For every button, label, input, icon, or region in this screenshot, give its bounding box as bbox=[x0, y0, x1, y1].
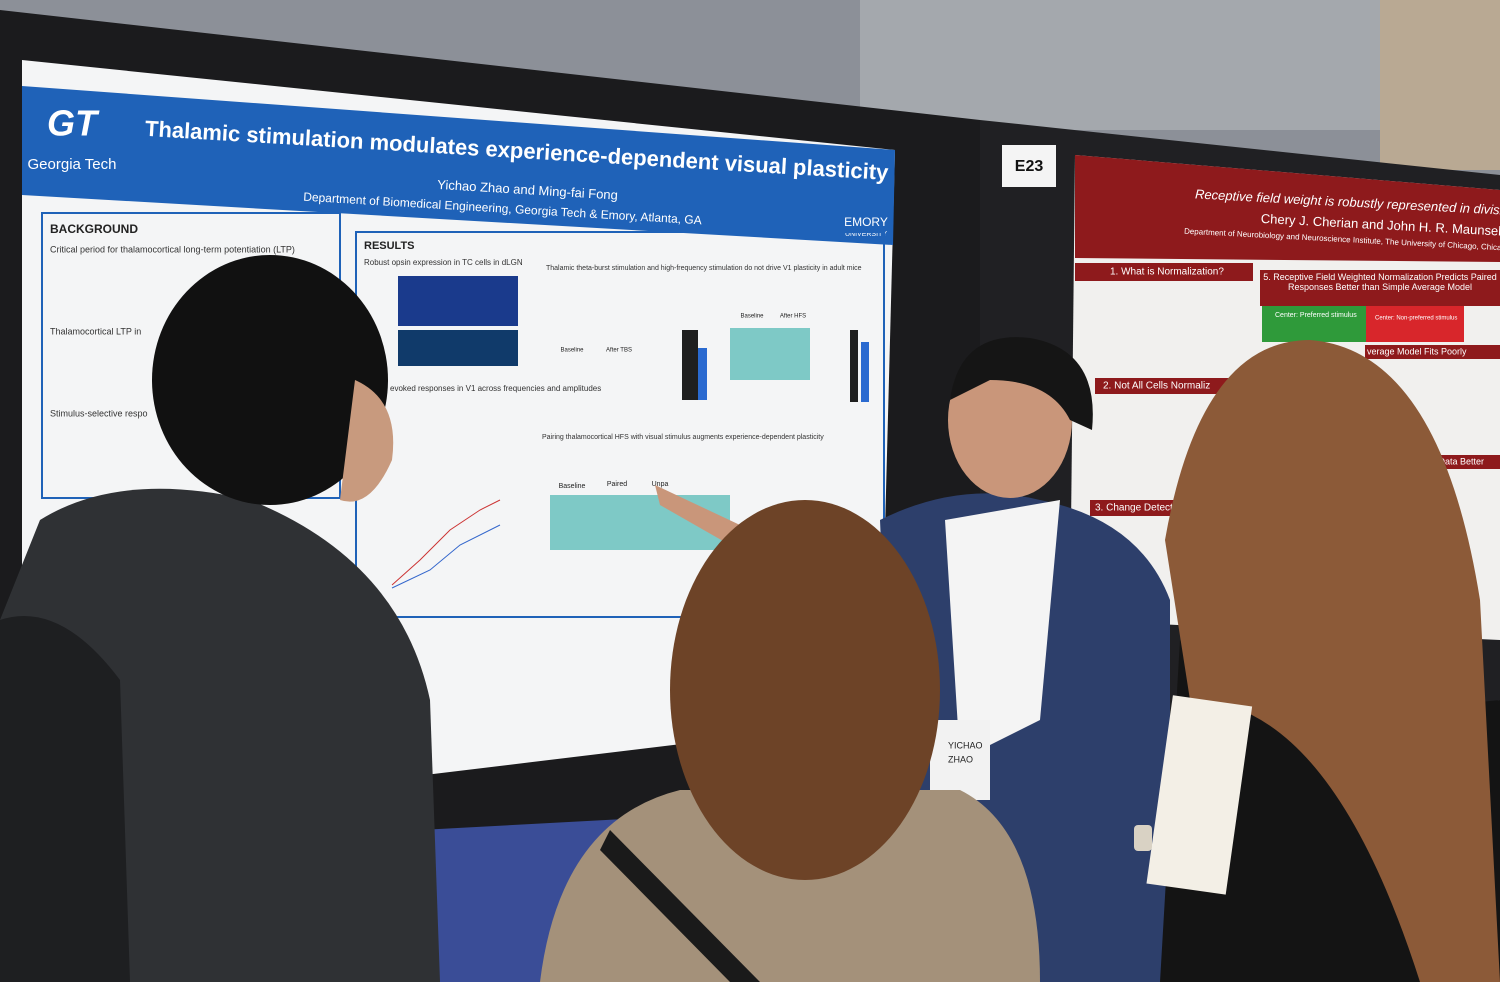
condition-label: Unpa bbox=[652, 481, 669, 488]
partner-sub: UNIVERSITY bbox=[845, 231, 887, 238]
bar-graphic bbox=[682, 330, 698, 400]
section-bar bbox=[1365, 345, 1500, 359]
section-bar bbox=[1075, 263, 1253, 281]
condition-label: Baseline bbox=[559, 483, 586, 490]
watch bbox=[1134, 825, 1152, 851]
attendee-coat bbox=[540, 790, 1040, 982]
microscopy-image bbox=[398, 330, 518, 366]
panel-caption: Stimulus-selective respo bbox=[50, 408, 148, 418]
label: Center: Preferred stimulus bbox=[1275, 312, 1357, 319]
section-heading: BACKGROUND bbox=[50, 222, 138, 236]
attendee-head bbox=[152, 255, 388, 505]
section-bar bbox=[1090, 500, 1180, 516]
column bbox=[1380, 0, 1500, 170]
panel-caption: Critical period for thalamocortical long… bbox=[50, 244, 295, 254]
bar-graphic bbox=[850, 330, 858, 402]
label: Center: Non-preferred stimulus bbox=[1375, 316, 1457, 322]
section-bar bbox=[1260, 270, 1500, 306]
booth-sign bbox=[1002, 145, 1056, 187]
bar-graphic bbox=[861, 342, 869, 402]
badge-name: ZHAO bbox=[948, 754, 973, 764]
curve bbox=[391, 524, 501, 589]
panel-caption: Robust opsin expression in TC cells in d… bbox=[364, 258, 523, 267]
bar-graphic bbox=[698, 348, 707, 400]
wall-panel bbox=[860, 0, 1380, 130]
section-heading: 3. Change Detection bbox=[1095, 503, 1186, 514]
condition-label: Baseline bbox=[740, 314, 764, 320]
presenter-shirt bbox=[945, 500, 1060, 760]
panel-caption: Thalamic theta-burst stimulation and hig… bbox=[546, 265, 862, 272]
curve bbox=[391, 499, 501, 586]
badge-name: YICHAO bbox=[948, 740, 983, 750]
condition-label: Baseline bbox=[560, 348, 584, 354]
section-heading: 2. Not All Cells Normaliz bbox=[1103, 381, 1210, 392]
partner-logo: EMORY bbox=[844, 215, 888, 229]
section-heading: 5. Receptive Field Weighted Normalizatio… bbox=[1263, 272, 1497, 292]
poster-header bbox=[22, 86, 895, 245]
booth-number: E23 bbox=[1015, 158, 1044, 175]
panel-caption: Pairing thalamocortical HFS with visual … bbox=[542, 434, 824, 441]
raster-plot bbox=[730, 328, 810, 380]
logo-name: Georgia Tech bbox=[28, 156, 117, 173]
section-bar bbox=[1095, 378, 1245, 394]
logo: GT bbox=[47, 103, 100, 144]
microscopy-image bbox=[398, 276, 518, 326]
label-box bbox=[1366, 306, 1464, 342]
panel-caption: Thalamocortical LTP in bbox=[50, 326, 141, 336]
section-heading: 1. What is Normalization? bbox=[1110, 267, 1224, 278]
label: el Fits Data Better bbox=[1412, 456, 1484, 466]
section-heading-box: 5. Receptive Field Weighted Normalizatio… bbox=[1263, 272, 1497, 292]
notebook bbox=[1146, 695, 1253, 895]
panel-caption: evoked responses in V1 across frequencie… bbox=[390, 384, 601, 393]
condition-label: Paired bbox=[607, 481, 627, 488]
condition-label: After HFS bbox=[780, 314, 806, 320]
attendee-hair bbox=[670, 500, 940, 880]
backpack bbox=[0, 616, 130, 982]
section-heading: RESULTS bbox=[364, 240, 415, 252]
label: verage Model Fits Poorly bbox=[1367, 346, 1467, 356]
attendee-face bbox=[340, 380, 394, 502]
label-box bbox=[1262, 306, 1366, 342]
presenter-hair bbox=[950, 337, 1093, 430]
poster-header bbox=[1075, 155, 1500, 262]
presenter-hand bbox=[655, 485, 740, 545]
badge bbox=[930, 720, 990, 800]
attendee-hair bbox=[1165, 340, 1500, 982]
bag-strap bbox=[600, 830, 760, 982]
condition-label: After TBS bbox=[606, 348, 632, 354]
